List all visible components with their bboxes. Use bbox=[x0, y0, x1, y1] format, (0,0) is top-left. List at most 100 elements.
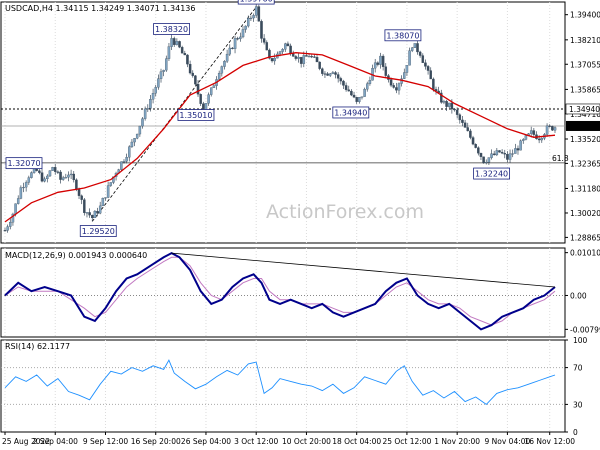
candle-body bbox=[56, 171, 60, 173]
candle-body bbox=[408, 50, 411, 66]
candle-body bbox=[30, 172, 33, 178]
candle-body bbox=[125, 156, 128, 162]
candle-body bbox=[360, 96, 364, 98]
macd-panel-frame bbox=[0, 247, 566, 338]
current-price-tag bbox=[566, 120, 600, 131]
candle-body bbox=[254, 6, 258, 16]
candle-body bbox=[421, 55, 425, 63]
candle-body bbox=[522, 139, 525, 141]
candle-body bbox=[466, 127, 469, 132]
candle-body bbox=[225, 53, 229, 62]
candle-body bbox=[424, 62, 427, 67]
price-label-box bbox=[332, 106, 370, 119]
candle-body bbox=[9, 222, 12, 227]
candle-body bbox=[135, 133, 139, 139]
candle-body bbox=[265, 42, 269, 51]
candle-body bbox=[442, 101, 446, 103]
candle-body bbox=[175, 41, 179, 45]
level-tag-text: 1.34940 bbox=[569, 105, 600, 114]
candle-body bbox=[75, 179, 78, 190]
candle-body bbox=[342, 80, 345, 86]
candle-body bbox=[91, 214, 94, 219]
candle-body bbox=[339, 78, 343, 82]
rsi-tick-label: 70 bbox=[573, 364, 583, 373]
candle-body bbox=[88, 212, 91, 216]
candle-body bbox=[273, 57, 276, 62]
candle-body bbox=[474, 143, 477, 148]
candle-body bbox=[268, 49, 271, 59]
candle-body bbox=[318, 61, 321, 69]
candle-body bbox=[447, 102, 451, 107]
candle-body bbox=[38, 170, 41, 173]
price-tick-label: 1.33520 bbox=[570, 135, 600, 144]
candle-body bbox=[392, 85, 395, 88]
candle-body bbox=[498, 150, 501, 153]
x-tick-label: 9 Sep 12:00 bbox=[83, 437, 129, 446]
candle-body bbox=[479, 152, 483, 157]
candle-body bbox=[553, 127, 557, 131]
candle-body bbox=[363, 88, 366, 97]
x-tick-label: 18 Oct 04:00 bbox=[332, 437, 381, 446]
candle-body bbox=[217, 72, 221, 80]
candle-body bbox=[157, 78, 160, 88]
candle-body bbox=[294, 56, 298, 59]
candle-body bbox=[14, 203, 17, 215]
candle-body bbox=[178, 41, 181, 48]
candle-body bbox=[35, 168, 38, 171]
price-label: 1.38070 bbox=[386, 31, 419, 40]
candle-body bbox=[165, 58, 168, 71]
candle-body bbox=[358, 97, 361, 102]
candle-body bbox=[46, 175, 49, 180]
candle-body bbox=[305, 55, 308, 57]
candle-body bbox=[461, 119, 464, 123]
candle-body bbox=[191, 72, 194, 76]
candle-body bbox=[6, 226, 9, 231]
candle-body bbox=[313, 56, 316, 58]
macd-tick-label: 0.00 bbox=[570, 291, 587, 300]
candle-body bbox=[24, 182, 28, 188]
candle-body bbox=[260, 21, 263, 39]
x-tick-label: 25 Aug 2022 bbox=[2, 437, 50, 446]
price-tick-label: 1.35865 bbox=[570, 85, 600, 94]
x-tick-label: 3 Oct 12:00 bbox=[234, 437, 278, 446]
candle-body bbox=[373, 62, 377, 69]
candle-body bbox=[352, 94, 356, 98]
rsi-tick-label: 100 bbox=[573, 336, 588, 345]
price-tick-label: 1.34710 bbox=[570, 110, 600, 119]
candle-body bbox=[432, 78, 435, 90]
candle-body bbox=[503, 153, 507, 155]
candle-body bbox=[141, 118, 144, 127]
candle-body bbox=[532, 130, 536, 135]
x-tick-label: 16 Sep 20:00 bbox=[131, 437, 181, 446]
candle-body bbox=[11, 213, 15, 223]
candle-body bbox=[262, 38, 266, 43]
candle-body bbox=[381, 55, 385, 67]
candle-body bbox=[228, 47, 232, 55]
candle-body bbox=[138, 125, 142, 135]
candle-body bbox=[484, 161, 488, 164]
macd-tick-label: 0.010103 bbox=[570, 249, 600, 258]
candle-body bbox=[368, 80, 372, 84]
candle-body bbox=[440, 92, 443, 103]
candle-body bbox=[458, 114, 462, 121]
candle-body bbox=[101, 198, 105, 207]
candle-body bbox=[403, 72, 406, 79]
candle-body bbox=[85, 212, 89, 214]
x-tick-label: 1 Nov 20:00 bbox=[434, 437, 480, 446]
candle-body bbox=[233, 38, 237, 49]
candle-body bbox=[286, 43, 290, 47]
candle-body bbox=[223, 61, 226, 67]
x-tick-label: 25 Oct 12:00 bbox=[382, 437, 431, 446]
candle-body bbox=[463, 122, 467, 128]
macd-tick-label: -0.007998 bbox=[570, 325, 600, 334]
macd-trendline bbox=[171, 252, 556, 288]
candle-body bbox=[51, 167, 54, 171]
candle-body bbox=[270, 58, 274, 62]
candle-body bbox=[249, 17, 253, 19]
rsi-panel-frame bbox=[0, 339, 566, 433]
price-label-box bbox=[384, 29, 422, 42]
candle-body bbox=[384, 66, 388, 76]
candle-body bbox=[426, 66, 430, 71]
price-label-box bbox=[473, 167, 511, 180]
price-label-box bbox=[153, 23, 190, 35]
